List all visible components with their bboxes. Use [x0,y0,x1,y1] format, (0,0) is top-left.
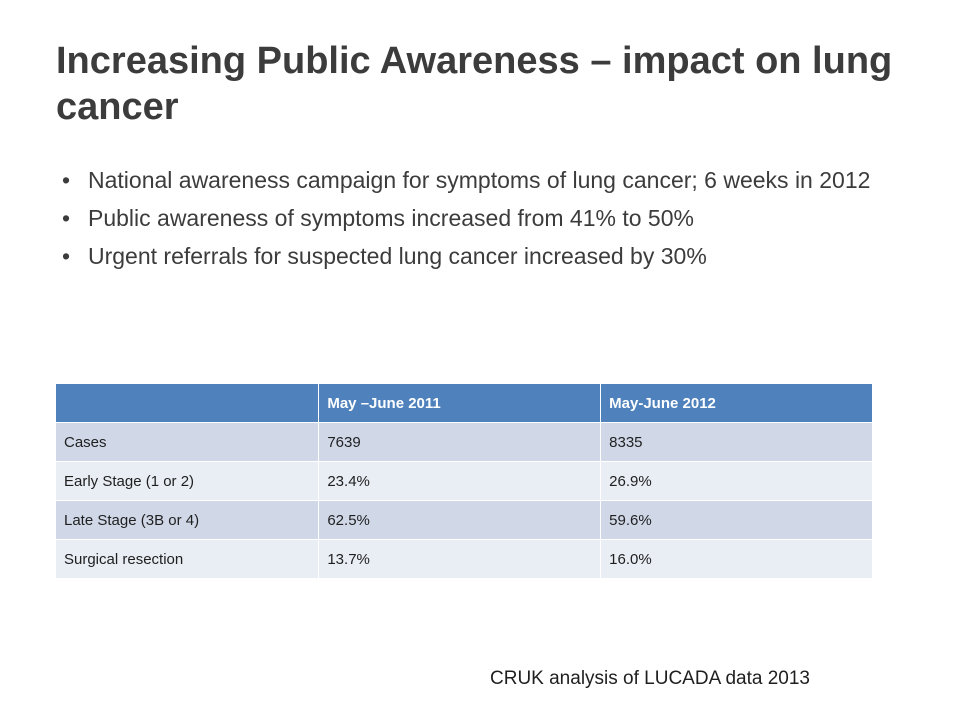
table-cell: 16.0% [600,539,873,579]
source-citation: CRUK analysis of LUCADA data 2013 [490,668,810,689]
table-cell: 23.4% [318,461,602,501]
table-row: Late Stage (3B or 4) 62.5% 59.6% [56,500,873,540]
bullet-item: • Public awareness of symptoms increased… [62,204,922,233]
table-cell: 13.7% [318,539,602,579]
table-cell: 26.9% [600,461,873,501]
bullet-dot-icon: • [62,205,71,231]
table-row: Surgical resection 13.7% 16.0% [56,539,873,579]
bullet-text: Public awareness of symptoms increased f… [88,205,694,231]
data-table: May –June 2011 May-June 2012 Cases 7639 … [56,384,873,579]
table-header-cell: May –June 2011 [318,384,602,423]
slide-title: Increasing Public Awareness – impact on … [56,40,893,128]
table-header-cell: May-June 2012 [600,384,873,423]
table-cell: Surgical resection [56,539,320,579]
bullet-text: Urgent referrals for suspected lung canc… [88,243,707,269]
table-row: Cases 7639 8335 [56,422,873,462]
table-cell: 7639 [318,422,602,462]
table-cell: 59.6% [600,500,873,540]
bullet-list: • National awareness campaign for sympto… [62,166,922,280]
bullet-dot-icon: • [62,167,71,193]
table-header-cell [56,384,320,423]
bullet-dot-icon: • [62,243,71,269]
table-cell: Early Stage (1 or 2) [56,461,320,501]
bullet-text: National awareness campaign for symptoms… [88,167,871,193]
bullet-item: • National awareness campaign for sympto… [62,166,922,195]
table-cell: 62.5% [318,500,602,540]
table-header-row: May –June 2011 May-June 2012 [56,384,873,423]
table-row: Early Stage (1 or 2) 23.4% 26.9% [56,461,873,501]
bullet-item: • Urgent referrals for suspected lung ca… [62,242,922,271]
table-cell: Late Stage (3B or 4) [56,500,320,540]
table-cell: 8335 [600,422,873,462]
table-cell: Cases [56,422,320,462]
